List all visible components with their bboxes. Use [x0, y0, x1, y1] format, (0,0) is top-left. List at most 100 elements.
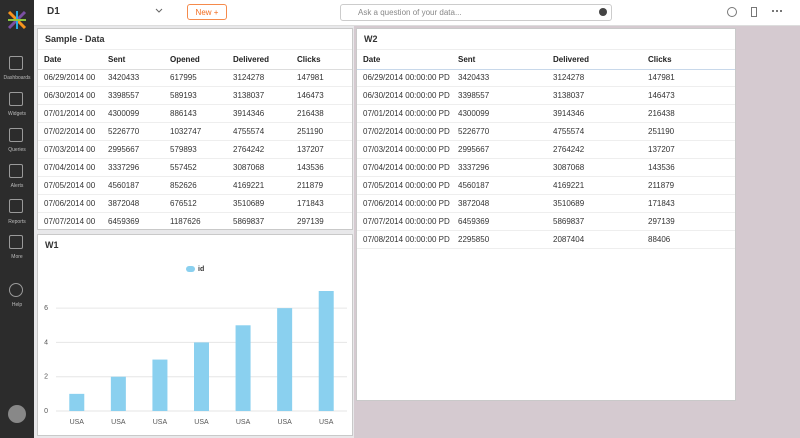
bar	[111, 377, 126, 411]
table-cell: 07/07/2014 00:00:00 PD	[363, 217, 450, 227]
table-cell: 3124278	[553, 73, 584, 83]
row-border	[357, 248, 735, 249]
table-cell: 676512	[170, 199, 197, 209]
more-menu[interactable]	[772, 10, 782, 15]
table-cell: 557452	[170, 163, 197, 173]
column-header: Delivered	[553, 55, 589, 65]
x-tick-label: USA	[111, 419, 126, 426]
help-icon[interactable]	[9, 283, 23, 297]
row-border	[38, 176, 352, 177]
table-cell: 3138037	[553, 91, 584, 101]
row-border	[357, 176, 735, 177]
table-cell: 147981	[648, 73, 675, 83]
table-cell: 137207	[648, 145, 675, 155]
table-cell: 3872048	[458, 199, 489, 209]
table-cell: 07/08/2014 00:00:00 PD	[363, 235, 450, 245]
table-cell: 4300099	[458, 109, 489, 119]
dashboard-title[interactable]: D1	[47, 6, 60, 17]
settings-icon[interactable]	[727, 7, 737, 17]
x-tick-label: USA	[194, 419, 209, 426]
table-cell: 07/07/2014 00	[44, 217, 95, 227]
bar	[152, 360, 167, 411]
table-cell: 3398557	[458, 91, 489, 101]
nav-reports[interactable]: Reports	[0, 219, 34, 225]
dashboards-icon[interactable]	[9, 56, 23, 70]
column-header: Clicks	[648, 55, 672, 65]
search-placeholder: Ask a question of your data...	[358, 8, 462, 17]
table-cell: 07/05/2014 00	[44, 181, 95, 191]
table-cell: 251190	[648, 127, 674, 137]
bar	[319, 291, 334, 411]
column-header: Clicks	[297, 55, 321, 65]
table-cell: 216438	[648, 109, 675, 119]
table-cell: 5869837	[233, 217, 264, 227]
row-border	[357, 86, 735, 87]
bar	[69, 394, 84, 411]
table-cell: 5226770	[458, 127, 489, 137]
table-cell: 3337296	[458, 163, 489, 173]
table-cell: 07/04/2014 00	[44, 163, 95, 173]
table-cell: 579893	[170, 145, 197, 155]
bar	[236, 325, 251, 411]
bar-chart: 0246idUSAUSAUSAUSAUSAUSAUSA	[38, 235, 353, 436]
y-tick-label: 4	[44, 339, 48, 346]
table-cell: 3510689	[233, 199, 264, 209]
bar	[277, 308, 292, 411]
more-icon[interactable]	[9, 235, 23, 249]
table-cell: 146473	[297, 91, 324, 101]
legend-swatch	[186, 266, 195, 272]
avatar[interactable]	[8, 405, 26, 423]
reports-icon[interactable]	[9, 199, 23, 213]
w1-widget: W1 0246idUSAUSAUSAUSAUSAUSAUSA	[37, 234, 353, 436]
table-cell: 4169221	[233, 181, 264, 191]
table-cell: 3872048	[108, 199, 139, 209]
table-cell: 251190	[297, 127, 323, 137]
table-cell: 4560187	[108, 181, 139, 191]
table-cell: 4560187	[458, 181, 489, 191]
table-cell: 3124278	[233, 73, 264, 83]
row-border	[357, 140, 735, 141]
row-border	[38, 194, 352, 195]
nav-alerts[interactable]: Alerts	[0, 183, 34, 189]
alerts-icon[interactable]	[9, 164, 23, 178]
search-box[interactable]: Ask a question of your data...	[340, 4, 612, 21]
table-cell: 297139	[648, 217, 675, 227]
table-cell: 07/02/2014 00:00:00 PD	[363, 127, 450, 137]
table-cell: 2995667	[108, 145, 139, 155]
new-button[interactable]: New +	[187, 4, 227, 20]
row-border	[357, 104, 735, 105]
table-cell: 3087068	[233, 163, 264, 173]
legend-label: id	[198, 266, 204, 273]
search-help-icon[interactable]	[599, 8, 607, 16]
header-border	[38, 49, 352, 50]
row-border	[357, 212, 735, 213]
row-border	[38, 86, 352, 87]
dropdown-chevron[interactable]	[155, 8, 163, 14]
nav-widgets[interactable]: Widgets	[0, 111, 34, 117]
table-cell: 1187626	[170, 217, 201, 227]
tool-icon[interactable]	[751, 7, 757, 17]
column-header: Sent	[458, 55, 475, 65]
nav-help[interactable]: Help	[0, 302, 34, 308]
table-cell: 297139	[297, 217, 324, 227]
nav-dashboards[interactable]: Dashboards	[0, 75, 34, 81]
nav-more[interactable]: More	[0, 254, 34, 260]
table-cell: 07/04/2014 00:00:00 PD	[363, 163, 450, 173]
table-cell: 171843	[648, 199, 675, 209]
table-cell: 143536	[297, 163, 324, 173]
top-bar: D1 New + Ask a question of your data...	[34, 0, 800, 26]
header-border	[357, 69, 735, 70]
nav-queries[interactable]: Queries	[0, 147, 34, 153]
table-cell: 2295850	[458, 235, 489, 245]
table-cell: 211879	[648, 181, 674, 191]
queries-icon[interactable]	[9, 128, 23, 142]
table-cell: 2087404	[553, 235, 584, 245]
table-cell: 2764242	[233, 145, 264, 155]
column-header: Opened	[170, 55, 200, 65]
x-tick-label: USA	[319, 419, 334, 426]
table-cell: 06/29/2014 00	[44, 73, 95, 83]
widgets-icon[interactable]	[9, 92, 23, 106]
table-cell: 3420433	[108, 73, 139, 83]
table-cell: 3914346	[553, 109, 584, 119]
w2-widget: W2 DateSentDeliveredClicks06/29/2014 00:…	[356, 28, 736, 401]
